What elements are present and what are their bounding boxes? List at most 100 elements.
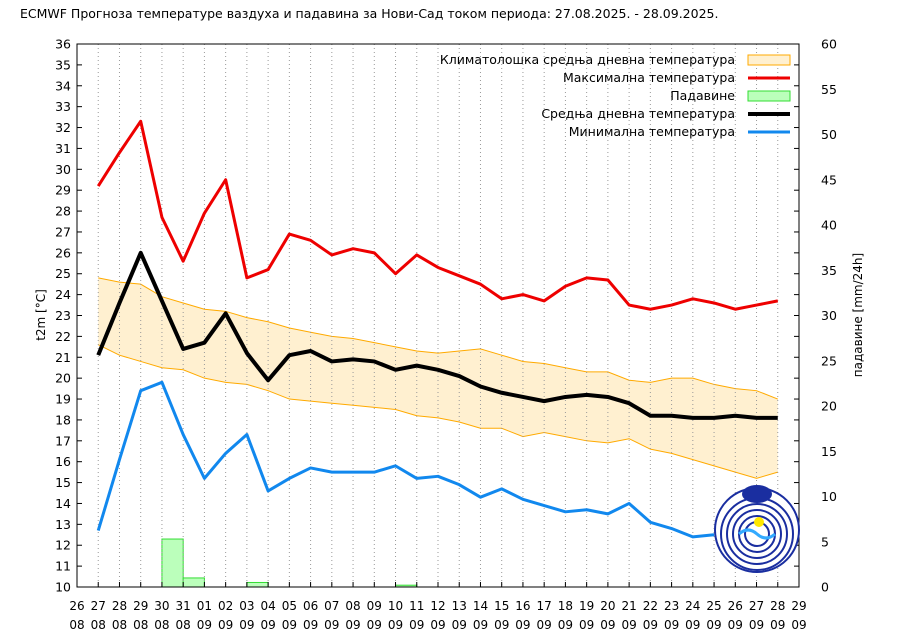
series-line (96, 380, 715, 539)
x-tick-label-month: 09 (282, 618, 297, 632)
x-tick-label-day: 05 (282, 599, 297, 613)
x-tick-label-month: 09 (260, 618, 275, 632)
y-tick-label: 29 (55, 183, 71, 198)
logo-wave-ring (732, 509, 782, 559)
x-tick-label-month: 09 (494, 618, 509, 632)
logo-cloud (742, 485, 772, 503)
x-tick-label-day: 22 (643, 599, 658, 613)
y-tick-label: 22 (55, 329, 71, 344)
y2-tick-label: 15 (821, 444, 837, 459)
logo-wave-ring (726, 503, 788, 565)
logo-wave (738, 528, 776, 540)
x-tick-label-day: 13 (452, 599, 467, 613)
y-tick-label: 34 (55, 78, 71, 93)
x-tick-label-month: 08 (154, 618, 169, 632)
x-tick-label-day: 06 (303, 599, 318, 613)
x-tick-label-day: 07 (324, 599, 339, 613)
legend-label: Средња дневна температура (541, 106, 735, 121)
x-tick-label-month: 09 (579, 618, 594, 632)
x-tick-label-day: 20 (600, 599, 615, 613)
y-tick-label: 27 (55, 224, 71, 239)
x-tick-label-month: 09 (452, 618, 467, 632)
x-tick-label-day: 28 (770, 599, 785, 613)
legend-label: Максимална температура (563, 70, 735, 85)
x-tick-label-month: 09 (324, 618, 339, 632)
legend-label: Падавине (670, 88, 735, 103)
x-tick-label-month: 08 (69, 618, 84, 632)
x-tick-label-month: 09 (558, 618, 573, 632)
y-tick-label: 17 (55, 433, 71, 448)
x-tick-label-day: 27 (749, 599, 764, 613)
logo-sun (754, 517, 764, 527)
x-tick-label-month: 09 (388, 618, 403, 632)
x-tick-label-day: 12 (430, 599, 445, 613)
x-tick-label-month: 08 (133, 618, 148, 632)
x-tick-label-day: 02 (218, 599, 233, 613)
y-tick-label: 12 (55, 538, 71, 553)
y-tick-label: 14 (55, 496, 71, 511)
y2-tick-label: 35 (821, 263, 837, 278)
y-tick-label: 31 (55, 141, 71, 156)
x-tick-label-day: 03 (239, 599, 254, 613)
x-tick-label-day: 19 (579, 599, 594, 613)
y2-tick-label: 0 (821, 580, 829, 595)
x-tick-label-day: 01 (197, 599, 212, 613)
x-tick-label-month: 09 (791, 618, 806, 632)
x-tick-label-month: 08 (176, 618, 191, 632)
y-axis-label: t2m [°C] (34, 289, 48, 341)
y-tick-label: 30 (55, 162, 71, 177)
chart-title: ECMWF Прогноза температуре ваздуха и пад… (20, 6, 719, 21)
x-tick-label-day: 26 (69, 599, 84, 613)
y2-tick-label: 50 (821, 127, 837, 142)
legend-swatch-band (747, 54, 791, 66)
x-tick-label-day: 15 (494, 599, 509, 613)
x-tick-label-month: 09 (706, 618, 721, 632)
y-tick-label: 15 (55, 475, 71, 490)
y-tick-label: 25 (55, 266, 71, 281)
x-tick-label-month: 09 (770, 618, 785, 632)
institution-logo (714, 485, 800, 573)
x-tick-label-day: 29 (133, 599, 148, 613)
y-tick-label: 35 (55, 57, 71, 72)
y2-tick-label: 40 (821, 218, 837, 233)
axes: 10 11 12 13 14 15 16 17 18 19 20 21 22 23 24 25 26 27 28 29… (55, 37, 837, 633)
x-tick-label-day: 30 (154, 599, 169, 613)
x-tick-label-day: 11 (409, 599, 424, 613)
series-line (96, 119, 779, 311)
y-tick-label: 33 (55, 99, 71, 114)
x-tick-label-day: 14 (473, 599, 488, 613)
x-tick-label-day: 10 (388, 599, 403, 613)
precipitation-bar (246, 581, 269, 588)
y2-tick-label: 30 (821, 308, 837, 323)
x-tick-label-day: 31 (176, 599, 191, 613)
y-tick-label: 23 (55, 308, 71, 323)
series-line (96, 250, 778, 420)
climatology-band-upper (98, 277, 778, 400)
y-tick-label: 28 (55, 204, 71, 219)
y-tick-label: 13 (55, 517, 71, 532)
x-tick-label-month: 08 (112, 618, 127, 632)
x-tick-label-day: 09 (367, 599, 382, 613)
temperature-lines (96, 119, 779, 539)
y-tick-label: 26 (55, 245, 71, 260)
x-tick-label-day: 28 (112, 599, 127, 613)
y2-tick-label: 10 (821, 489, 837, 504)
x-tick-label-month: 08 (91, 618, 106, 632)
x-tick-label-month: 09 (515, 618, 530, 632)
x-tick-label-day: 29 (791, 599, 806, 613)
x-tick-label-month: 09 (239, 618, 254, 632)
y-tick-label: 21 (55, 350, 71, 365)
y2-tick-label: 55 (821, 82, 837, 97)
legend-label: Климатолошка средња дневна температура (440, 52, 735, 67)
y2-tick-label: 25 (821, 353, 837, 368)
x-tick-label-month: 09 (345, 618, 360, 632)
y2-axis-label: падавине [mm/24h] (851, 253, 865, 377)
x-tick-label-day: 18 (558, 599, 573, 613)
x-tick-label-day: 24 (685, 599, 700, 613)
legend-swatch-bar (747, 90, 791, 102)
precipitation-bar (182, 577, 205, 588)
legend: Климатолошка средња дневна температура Ма… (440, 52, 791, 139)
x-tick-label-day: 17 (537, 599, 552, 613)
x-tick-label-month: 09 (218, 618, 233, 632)
x-tick-label-day: 25 (706, 599, 721, 613)
